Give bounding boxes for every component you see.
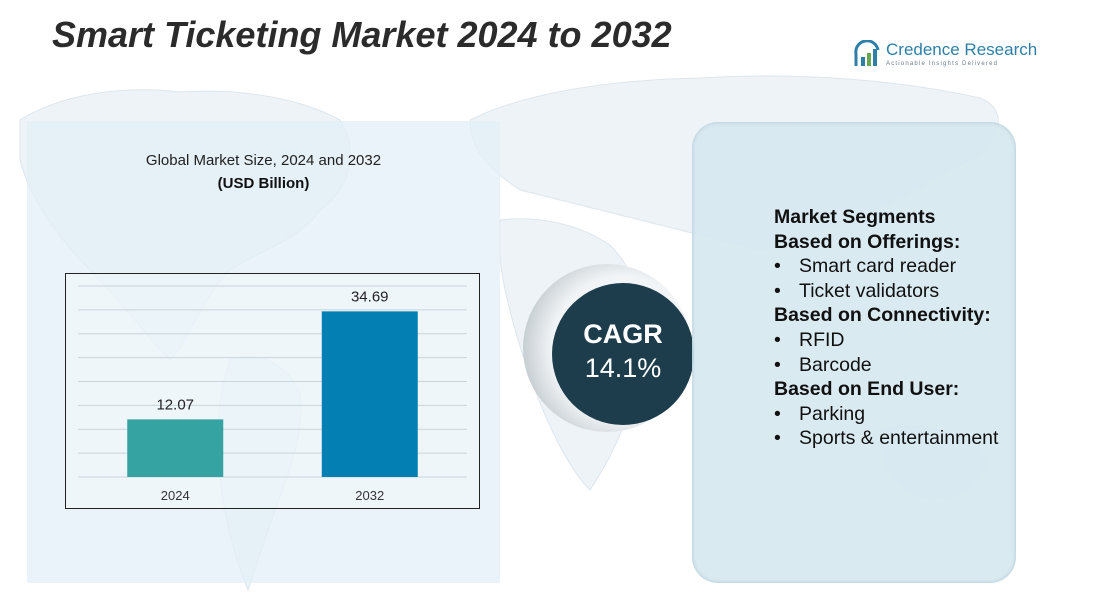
cagr-value: 14.1%	[584, 353, 662, 383]
bullet-icon: •	[774, 402, 781, 425]
x-tick-label: 2032	[355, 488, 384, 503]
segment-item-label: Barcode	[799, 353, 872, 376]
brand-name: Credence Research	[886, 40, 1038, 59]
brand-logo: Credence Research Actionable Insights De…	[852, 38, 1042, 74]
segment-group-title: Based on End User:	[774, 378, 960, 401]
page-title: Smart Ticketing Market 2024 to 2032	[52, 14, 672, 55]
x-tick-label: 2024	[161, 488, 190, 503]
segment-group-title: Based on Offerings:	[774, 230, 961, 253]
segments-panel	[692, 122, 1016, 583]
brand-logo-icon	[854, 40, 880, 66]
chart-panel	[27, 121, 500, 583]
bar	[321, 311, 418, 477]
bar	[127, 419, 224, 477]
segment-item-label: Parking	[799, 402, 866, 425]
segments-heading: Market Segments	[774, 206, 936, 228]
segment-item: • Ticket validators	[774, 279, 1034, 304]
segment-item: • Smart card reader	[774, 254, 1034, 279]
bar-chart-canvas: 12.07 2024 34.69 2032	[78, 285, 467, 503]
segments-list: Market Segments Based on Offerings: • Smar…	[774, 205, 1034, 451]
segment-item-label: Smart card reader	[799, 255, 957, 278]
bar-chart: 12.07 2024 34.69 2032	[65, 273, 480, 509]
cagr-badge: CAGR 14.1%	[552, 283, 694, 425]
segment-item-label: RFID	[799, 328, 845, 351]
bar-value-label: 12.07	[156, 396, 194, 413]
cagr-label: CAGR	[583, 319, 663, 349]
segment-item-label: Ticket validators	[799, 279, 940, 302]
bullet-icon: •	[774, 279, 781, 302]
bullet-icon: •	[774, 353, 781, 376]
bar-value-label: 34.69	[351, 288, 389, 305]
segment-item: • RFID	[774, 328, 1034, 353]
segment-item: • Barcode	[774, 353, 1034, 378]
chart-unit-label: (USD Billion)	[217, 175, 310, 192]
brand-tagline: Actionable Insights Delivered	[886, 61, 999, 67]
segment-item: • Parking	[774, 402, 1034, 427]
bullet-icon: •	[774, 328, 781, 351]
segment-item: • Sports & entertainment	[774, 426, 1034, 451]
segment-item-label: Sports & entertainment	[799, 427, 999, 450]
bullet-icon: •	[774, 427, 781, 450]
bullet-icon: •	[774, 255, 781, 278]
segment-group-title: Based on Connectivity:	[774, 304, 991, 327]
chart-title: Global Market Size, 2024 and 2032	[145, 152, 382, 169]
